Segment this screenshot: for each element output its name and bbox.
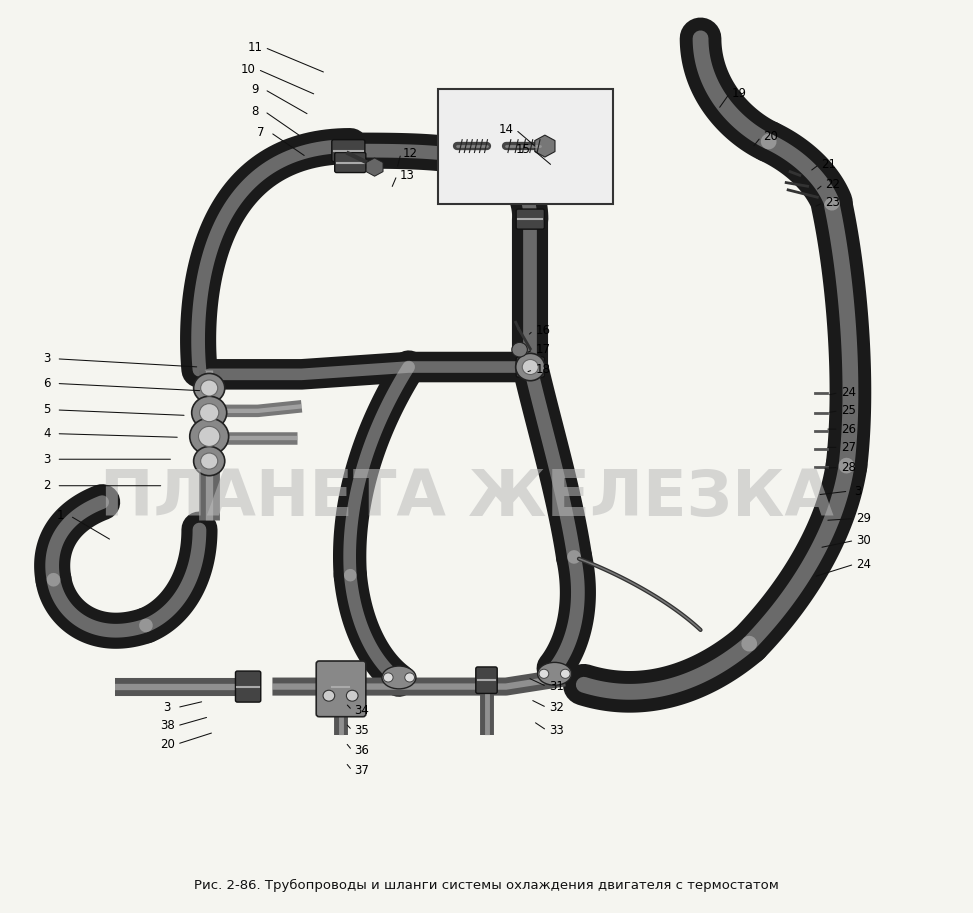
Text: 3: 3 — [854, 485, 862, 498]
Text: 2: 2 — [43, 479, 51, 492]
Text: 17: 17 — [535, 343, 551, 356]
FancyBboxPatch shape — [335, 152, 366, 173]
Text: 26: 26 — [841, 423, 856, 436]
FancyBboxPatch shape — [517, 209, 545, 229]
Text: 29: 29 — [856, 512, 872, 525]
Text: 23: 23 — [825, 196, 841, 209]
Ellipse shape — [537, 663, 571, 685]
Text: 15: 15 — [516, 143, 531, 156]
Circle shape — [323, 690, 335, 701]
Text: 35: 35 — [354, 724, 370, 737]
Text: 11: 11 — [247, 41, 263, 54]
Text: 6: 6 — [43, 377, 51, 390]
Text: 36: 36 — [354, 744, 370, 757]
Text: 10: 10 — [240, 63, 256, 76]
FancyBboxPatch shape — [332, 140, 365, 162]
Text: 1: 1 — [56, 509, 64, 522]
Text: 7: 7 — [257, 126, 265, 139]
Circle shape — [512, 342, 527, 357]
Circle shape — [405, 673, 414, 682]
Text: 34: 34 — [354, 704, 370, 717]
Ellipse shape — [381, 666, 415, 688]
Text: 38: 38 — [160, 719, 175, 732]
Circle shape — [200, 453, 218, 469]
Text: 12: 12 — [403, 147, 418, 160]
Circle shape — [194, 373, 225, 403]
Text: 5: 5 — [43, 404, 51, 416]
Circle shape — [198, 426, 220, 446]
Text: 9: 9 — [251, 83, 259, 96]
Text: 8: 8 — [251, 105, 259, 118]
Circle shape — [194, 446, 225, 476]
Circle shape — [192, 396, 227, 429]
FancyBboxPatch shape — [235, 671, 261, 702]
Circle shape — [560, 669, 570, 678]
Text: 21: 21 — [821, 158, 837, 171]
Text: 4: 4 — [43, 427, 51, 440]
Text: 18: 18 — [535, 363, 551, 376]
FancyBboxPatch shape — [330, 670, 351, 703]
FancyBboxPatch shape — [438, 89, 613, 204]
Text: 31: 31 — [549, 680, 564, 693]
Text: 20: 20 — [160, 738, 175, 750]
Text: 37: 37 — [354, 764, 370, 777]
Text: 24: 24 — [856, 558, 872, 571]
Circle shape — [200, 380, 218, 396]
Text: 33: 33 — [549, 724, 564, 737]
Text: 3: 3 — [43, 352, 51, 365]
Text: 14: 14 — [498, 123, 514, 136]
Text: 19: 19 — [732, 87, 747, 100]
Circle shape — [346, 690, 358, 701]
Circle shape — [523, 360, 538, 374]
Text: 3: 3 — [163, 701, 171, 714]
Text: 32: 32 — [549, 701, 564, 714]
Text: 22: 22 — [825, 178, 841, 191]
Circle shape — [539, 669, 549, 678]
Circle shape — [516, 353, 545, 381]
Text: 25: 25 — [841, 404, 856, 417]
Circle shape — [383, 673, 393, 682]
Text: 3: 3 — [43, 453, 51, 466]
Circle shape — [190, 418, 229, 455]
Text: 16: 16 — [535, 324, 551, 337]
Text: ПЛАНЕТА ЖЕЛЕЗКА: ПЛАНЕТА ЖЕЛЕЗКА — [100, 467, 834, 529]
Text: 13: 13 — [399, 169, 414, 182]
Text: 24: 24 — [841, 386, 856, 399]
Text: 28: 28 — [841, 461, 856, 474]
Text: 20: 20 — [763, 131, 778, 143]
Text: Рис. 2-86. Трубопроводы и шланги системы охлаждения двигателя с термостатом: Рис. 2-86. Трубопроводы и шланги системы… — [194, 879, 779, 892]
Text: 30: 30 — [856, 534, 872, 547]
Text: 27: 27 — [841, 441, 856, 454]
FancyBboxPatch shape — [476, 666, 497, 694]
Circle shape — [199, 404, 219, 422]
FancyBboxPatch shape — [517, 357, 545, 377]
FancyBboxPatch shape — [316, 661, 366, 717]
